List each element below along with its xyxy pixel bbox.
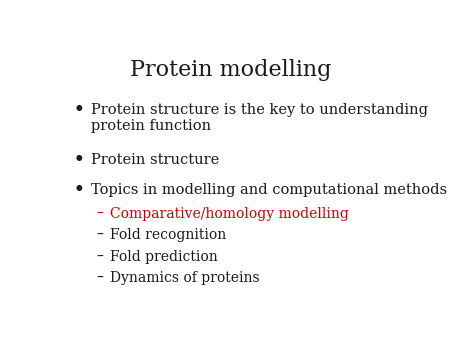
Text: Fold prediction: Fold prediction (110, 250, 218, 264)
Text: Protein structure: Protein structure (91, 153, 220, 167)
Text: Comparative/homology modelling: Comparative/homology modelling (110, 207, 349, 221)
Text: –: – (96, 271, 103, 285)
Text: Protein modelling: Protein modelling (130, 59, 331, 81)
Text: Dynamics of proteins: Dynamics of proteins (110, 271, 260, 285)
Text: –: – (96, 228, 103, 242)
Text: Fold recognition: Fold recognition (110, 228, 226, 242)
Text: ●: ● (76, 153, 82, 162)
Text: –: – (96, 250, 103, 264)
Text: ●: ● (76, 103, 82, 112)
Text: ●: ● (76, 183, 82, 192)
Text: Protein structure is the key to understanding
protein function: Protein structure is the key to understa… (91, 103, 428, 133)
Text: Topics in modelling and computational methods: Topics in modelling and computational me… (91, 183, 447, 197)
Text: –: – (96, 207, 103, 221)
